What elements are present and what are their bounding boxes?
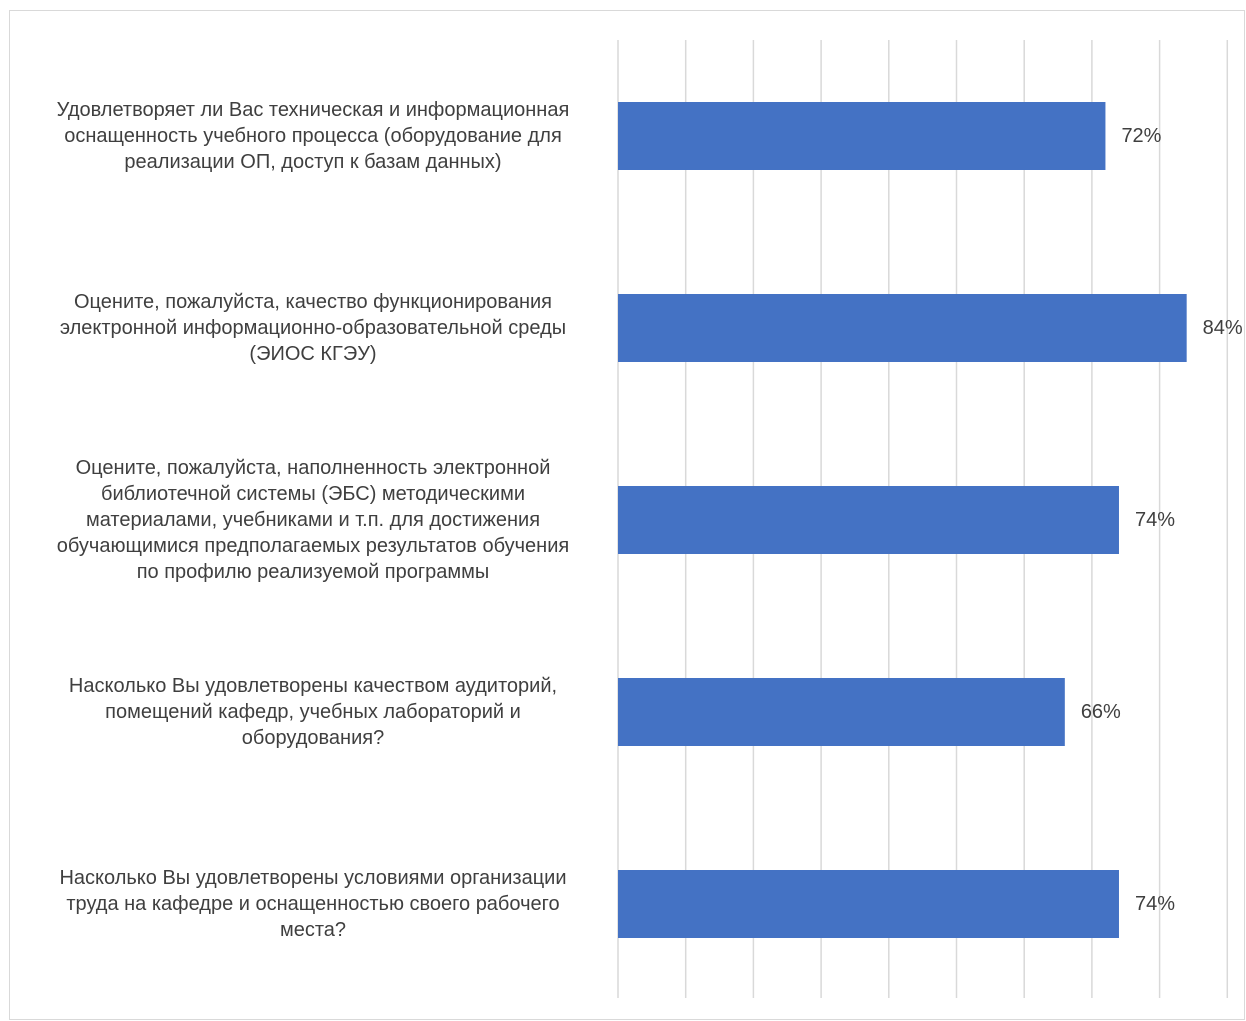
value-label: 84% — [1203, 317, 1243, 339]
gridlines — [617, 40, 1229, 998]
category-label-line: реализации ОП, доступ к базам данных) — [124, 151, 502, 173]
category-label-line: труда на кафедре и оснащенностью своего … — [66, 893, 560, 915]
category-label: Оцените, пожалуйста, наполненность элект… — [20, 455, 606, 585]
category-label: Оцените, пожалуйста, качество функционир… — [20, 289, 606, 367]
category-label-line: Насколько Вы удовлетворены условиями орг… — [59, 867, 567, 889]
category-label-line: электронной информационно-образовательно… — [59, 317, 567, 339]
value-label: 74% — [1135, 893, 1175, 915]
category-label-line: библиотечной системы (ЭБС) методическими — [101, 483, 525, 505]
bar — [618, 102, 1106, 170]
category-label-line: Оцените, пожалуйста, качество функционир… — [73, 291, 552, 313]
value-label: 72% — [1121, 125, 1161, 147]
category-label-line: Удовлетворяет ли Вас техническая и инфор… — [56, 99, 570, 121]
category-label-line: материалами, учебниками и т.п. для дости… — [85, 509, 541, 531]
category-label-line: Насколько Вы удовлетворены качеством ауд… — [68, 675, 558, 697]
bar — [618, 678, 1065, 746]
category-label-line: оснащенность учебного процесса (оборудов… — [64, 125, 562, 147]
bar — [618, 294, 1187, 362]
value-label: 66% — [1081, 701, 1121, 723]
bars — [618, 102, 1187, 938]
category-label-line: (ЭИОС КГЭУ) — [249, 343, 377, 365]
category-label: Удовлетворяет ли Вас техническая и инфор… — [20, 97, 606, 175]
category-label-line: места? — [279, 919, 347, 941]
category-label: Насколько Вы удовлетворены условиями орг… — [20, 865, 606, 943]
category-label-line: оборудования? — [241, 727, 385, 749]
category-label-line: по профилю реализуемой программы — [136, 561, 490, 583]
category-label: Насколько Вы удовлетворены качеством ауд… — [20, 673, 606, 751]
value-label: 74% — [1135, 509, 1175, 531]
category-label-line: помещений кафедр, учебных лабораторий и — [105, 701, 521, 723]
value-labels: 72% 84% 74% 66% 74% — [1081, 125, 1243, 915]
bar — [618, 486, 1119, 554]
bar — [618, 870, 1119, 938]
category-label-line: обучающимися предполагаемых результатов … — [56, 535, 570, 557]
category-label-line: Оцените, пожалуйста, наполненность элект… — [75, 457, 551, 479]
